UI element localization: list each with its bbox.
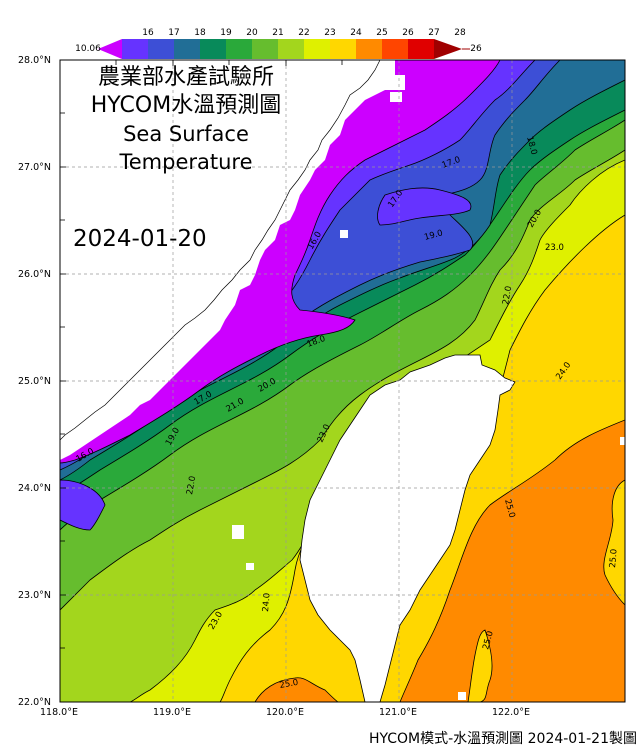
colorbar-min-arrow	[98, 39, 122, 59]
lat-label: 23.0°N	[18, 590, 52, 601]
colorbar-tick: 21	[272, 28, 284, 38]
axis-ticks	[60, 60, 343, 649]
colorbar-tick: 23	[324, 28, 336, 38]
lon-label: 120.0°E	[266, 707, 304, 718]
svg-text:18.0: 18.0	[524, 135, 539, 156]
svg-text:25.0: 25.0	[481, 630, 496, 651]
colorbar-tick: 25	[376, 28, 388, 38]
title-english-1: Sea Surface	[123, 122, 249, 146]
colorbar-tick: 27	[428, 28, 440, 38]
svg-text:24.0: 24.0	[261, 593, 273, 613]
lat-label: 26.0°N	[18, 269, 52, 280]
lon-label: 118.0°E	[40, 707, 78, 718]
lon-label: 122.0°E	[492, 707, 530, 718]
temperature-field	[60, 60, 625, 702]
lat-label: 22.0°N	[18, 697, 52, 708]
title-institute: 農業部水產試驗所	[97, 65, 274, 90]
colorbar-tick: 18	[194, 28, 206, 38]
lon-label: 121.0°E	[379, 707, 417, 718]
forecast-date: 2024-01-20	[73, 226, 207, 252]
colorbar-tick: 26	[402, 28, 414, 38]
footer-caption: HYCOM模式-水溫預測圖 2024-01-21製圖	[368, 731, 637, 747]
lat-label: 24.0°N	[18, 483, 52, 494]
lat-label: 28.0°N	[18, 55, 52, 66]
title-product: HYCOM水溫預測圖	[90, 93, 282, 118]
colorbar-tick: 19	[220, 28, 232, 38]
lat-label: 25.0°N	[18, 376, 52, 387]
colorbar-tick: 17	[168, 28, 180, 38]
title-english-2: Temperature	[119, 150, 253, 174]
colorbar-tick: 20	[246, 28, 258, 38]
colorbar-tick: 16	[142, 28, 154, 38]
colorbar-tick: 24	[350, 28, 362, 38]
colorbar	[98, 39, 470, 59]
svg-text:25.0: 25.0	[608, 549, 620, 569]
svg-text:19.0: 19.0	[423, 228, 444, 243]
lon-label: 119.0°E	[153, 707, 191, 718]
svg-text:25.0: 25.0	[502, 498, 517, 519]
colorbar-min-label: 10.06	[75, 44, 101, 54]
lat-label: 27.0°N	[18, 162, 52, 173]
svg-text:22.0: 22.0	[185, 475, 198, 495]
colorbar-tick: 22	[298, 28, 310, 38]
colorbar-max-arrow	[434, 39, 462, 59]
svg-text:23.0: 23.0	[545, 243, 564, 253]
svg-text:25.0: 25.0	[279, 678, 299, 691]
map-title: 農業部水產試驗所 HYCOM水溫預測圖 Sea Surface Temperat…	[62, 64, 310, 176]
colorbar-max-label: 26	[470, 44, 482, 54]
colorbar-tick: 28	[454, 28, 466, 38]
gridlines	[60, 60, 625, 702]
svg-text:22.0: 22.0	[501, 285, 514, 305]
